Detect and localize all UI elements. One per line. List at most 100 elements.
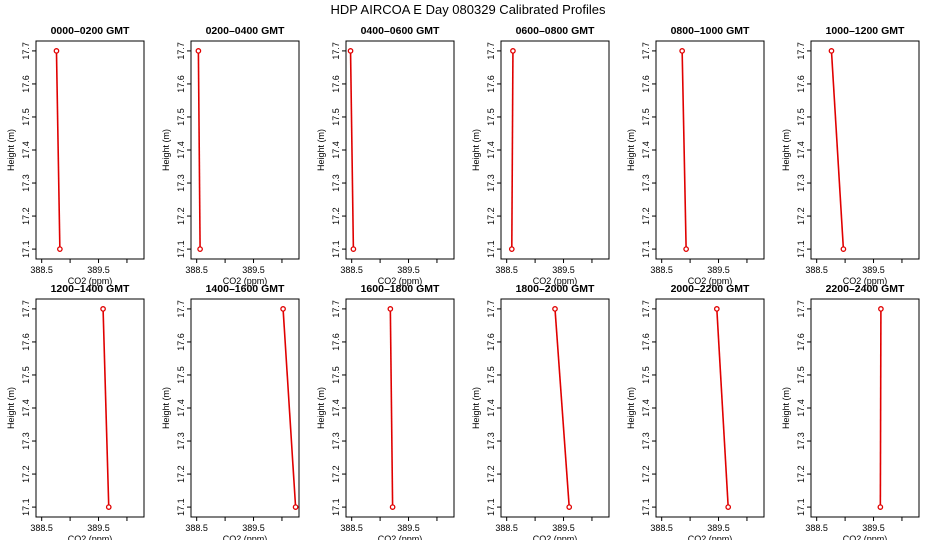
data-point [877, 504, 884, 510]
panel: 1800–2000 GMT 388.5 389.5 17.1 17.2 17.3 17.4 1… [471, 283, 610, 540]
y-tick-label: 17.4 [796, 141, 806, 159]
y-tick-label: 17.7 [641, 42, 651, 60]
y-tick-label: 17.6 [176, 333, 186, 351]
x-axis-label: CO2 (ppm) [533, 276, 578, 286]
y-tick-label: 17.1 [331, 498, 341, 516]
y-tick-label: 17.5 [21, 366, 31, 384]
panel: 1600–1800 GMT 388.5 389.5 17.1 17.2 17.3 17.4 1… [316, 283, 455, 540]
y-tick-label: 17.2 [176, 207, 186, 225]
x-axis-label: CO2 (ppm) [843, 534, 888, 540]
y-tick-label: 17.6 [796, 333, 806, 351]
x-tick-label: 389.5 [862, 523, 885, 533]
y-tick-label: 17.2 [796, 207, 806, 225]
profile-line [879, 308, 882, 508]
y-tick-label: 17.4 [796, 399, 806, 417]
panel: 0800–1000 GMT 388.5 389.5 17.1 17.2 17.3 17.4 1… [626, 25, 765, 286]
x-tick-label: 389.5 [242, 523, 265, 533]
data-point [679, 48, 685, 54]
y-tick-label: 17.3 [331, 432, 341, 450]
x-axis-label: CO2 (ppm) [68, 534, 113, 540]
y-tick-label: 17.4 [21, 141, 31, 159]
y-axis-label: Height (m) [6, 129, 16, 171]
data-point [387, 306, 394, 312]
y-tick-label: 17.4 [486, 141, 496, 159]
plot-frame [500, 40, 610, 260]
y-tick-label: 17.4 [641, 399, 651, 417]
panel: 1200–1400 GMT 388.5 389.5 17.1 17.2 17.3 17.4 1… [6, 283, 145, 540]
y-tick-label: 17.3 [486, 174, 496, 192]
y-tick-label: 17.7 [331, 42, 341, 60]
y-tick-label: 17.4 [176, 399, 186, 417]
y-tick-label: 17.2 [641, 465, 651, 483]
y-tick-label: 17.4 [21, 399, 31, 417]
y-tick-label: 17.4 [486, 399, 496, 417]
data-point [389, 504, 396, 510]
figure-title: HDP AIRCOA E Day 080329 Calibrated Profi… [330, 2, 606, 17]
data-point [280, 306, 286, 312]
data-point [713, 306, 720, 312]
y-tick-label: 17.7 [641, 300, 651, 318]
plot-frame [190, 40, 300, 260]
y-axis-label: Height (m) [471, 387, 481, 429]
x-tick-label: 388.5 [340, 265, 363, 275]
y-tick-label: 17.4 [176, 141, 186, 159]
y-axis-label: Height (m) [316, 129, 326, 171]
y-tick-label: 17.3 [796, 432, 806, 450]
x-tick-label: 389.5 [397, 523, 420, 533]
x-tick-label: 389.5 [862, 265, 885, 275]
y-tick-label: 17.4 [641, 141, 651, 159]
y-tick-label: 17.7 [21, 42, 31, 60]
data-point [840, 246, 847, 252]
data-point [100, 306, 106, 312]
profile-line [102, 308, 110, 508]
profile-line [681, 50, 687, 250]
y-tick-label: 17.1 [486, 240, 496, 258]
y-tick-label: 17.5 [176, 366, 186, 384]
y-axis-label: Height (m) [316, 387, 326, 429]
y-tick-label: 17.1 [486, 498, 496, 516]
y-tick-label: 17.3 [21, 174, 31, 192]
y-tick-label: 17.3 [641, 432, 651, 450]
data-point [195, 48, 202, 54]
y-tick-label: 17.7 [176, 300, 186, 318]
profile-line [554, 308, 571, 508]
panel: 2000–2200 GMT 388.5 389.5 17.1 17.2 17.3 17.4 1… [626, 283, 765, 540]
y-tick-label: 17.5 [331, 108, 341, 126]
y-axis-label: Height (m) [626, 387, 636, 429]
data-point [350, 246, 357, 252]
plot-frame [810, 40, 920, 260]
y-tick-label: 17.2 [21, 465, 31, 483]
data-point [725, 504, 732, 510]
panel: 1000–1200 GMT 388.5 389.5 17.1 17.2 17.3 17.4 1… [781, 25, 920, 286]
panel-title: 2200–2400 GMT [826, 283, 905, 295]
x-tick-label: 389.5 [87, 265, 110, 275]
plot-frame [655, 40, 765, 260]
y-tick-label: 17.3 [331, 174, 341, 192]
y-tick-label: 17.3 [21, 432, 31, 450]
panel-title: 1800–2000 GMT [516, 283, 595, 295]
y-tick-label: 17.3 [796, 174, 806, 192]
x-tick-label: 388.5 [650, 265, 673, 275]
panel-title: 0600–0800 GMT [516, 25, 595, 37]
y-tick-label: 17.5 [486, 108, 496, 126]
profile-line [55, 50, 61, 250]
y-tick-label: 17.6 [641, 333, 651, 351]
x-axis-label: CO2 (ppm) [223, 534, 268, 540]
plot-frame [35, 40, 145, 260]
y-tick-label: 17.6 [21, 333, 31, 351]
y-tick-label: 17.2 [486, 465, 496, 483]
y-tick-label: 17.6 [331, 333, 341, 351]
data-point [878, 306, 884, 312]
x-tick-label: 388.5 [340, 523, 363, 533]
x-tick-label: 388.5 [30, 265, 53, 275]
y-tick-label: 17.2 [176, 465, 186, 483]
y-tick-label: 17.3 [176, 432, 186, 450]
plot-frame [345, 298, 455, 518]
panel-title: 0400–0600 GMT [361, 25, 440, 37]
panel: 0600–0800 GMT 388.5 389.5 17.1 17.2 17.3 17.4 1… [471, 25, 610, 286]
y-tick-label: 17.6 [641, 75, 651, 93]
y-tick-label: 17.4 [331, 141, 341, 159]
x-axis-label: CO2 (ppm) [688, 534, 733, 540]
y-tick-label: 17.2 [331, 465, 341, 483]
y-tick-label: 17.6 [331, 75, 341, 93]
